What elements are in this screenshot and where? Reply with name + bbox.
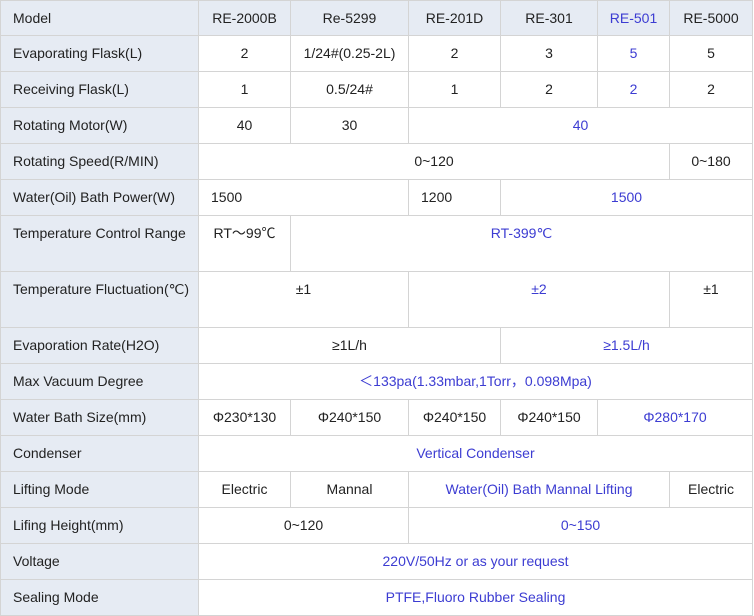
table-cell: RT～99℃ (198, 215, 291, 272)
header-row: Model RE-2000B Re-5299 RE-201D RE-301 RE-501 R… (0, 0, 753, 36)
table-cell: Φ240*150 (290, 399, 409, 436)
table-cell: ±1 (198, 271, 409, 328)
table-cell: ±1 (669, 271, 753, 328)
table-cell: 3 (500, 35, 598, 72)
table-cell: 1 (198, 71, 291, 108)
table-row: Voltage 220V/50Hz or as your request (0, 543, 753, 580)
table-row: Evaporation Rate(H2O) ≥1L/h ≥1.5L/h (0, 327, 753, 364)
table-cell: Φ230*130 (198, 399, 291, 436)
table-cell: Φ240*150 (500, 399, 598, 436)
table-cell: 5 (597, 35, 670, 72)
row-label: Rotating Speed(R/MIN) (0, 143, 199, 180)
table-cell: 1/24#(0.25-2L) (290, 35, 409, 72)
table-row: Lifting Mode Electric Mannal Water(Oil) Bat… (0, 471, 753, 508)
row-label: Voltage (0, 543, 199, 580)
model-header-re-2000b: RE-2000B (198, 0, 291, 36)
row-label: Evaporating Flask(L) (0, 35, 199, 72)
model-header-re-301: RE-301 (500, 0, 598, 36)
table-cell: 40 (198, 107, 291, 144)
model-header-re-5000: RE-5000 (669, 0, 753, 36)
table-cell: 2 (597, 71, 670, 108)
table-cell: Φ280*170 (597, 399, 753, 436)
table-cell: Φ240*150 (408, 399, 501, 436)
table-row: Condenser Vertical Condenser (0, 435, 753, 472)
table-cell: ≥1.5L/h (500, 327, 753, 364)
model-header-re-5299: Re-5299 (290, 0, 409, 36)
table-cell: 220V/50Hz or as your request (198, 543, 753, 580)
table-cell: 0.5/24# (290, 71, 409, 108)
row-label: Receiving Flask(L) (0, 71, 199, 108)
table-cell: Electric (669, 471, 753, 508)
table-cell: 0~120 (198, 143, 670, 180)
model-header-re-201d: RE-201D (408, 0, 501, 36)
table-cell: PTFE,Fluoro Rubber Sealing (198, 579, 753, 616)
table-cell: 0~180 (669, 143, 753, 180)
row-label: Temperature Fluctuation(℃) (0, 271, 199, 328)
table-cell: 30 (290, 107, 409, 144)
table-cell: 1 (408, 71, 501, 108)
table-cell: 2 (408, 35, 501, 72)
table-row: Lifing Height(mm) 0~120 0~150 (0, 507, 753, 544)
model-header-re-501: RE-501 (597, 0, 670, 36)
header-label: Model (0, 0, 199, 36)
table-row: Max Vacuum Degree ＜133pa(1.33mbar,1Torr，0… (0, 363, 753, 400)
table-cell: Vertical Condenser (198, 435, 753, 472)
row-label: Water Bath Size(mm) (0, 399, 199, 436)
table-cell: 2 (500, 71, 598, 108)
table-row: Temperature Control Range RT～99℃ RT-399℃ (0, 215, 753, 272)
table-row: Rotating Motor(W) 40 30 40 (0, 107, 753, 144)
row-label: Max Vacuum Degree (0, 363, 199, 400)
table-row: Evaporating Flask(L) 2 1/24#(0.25-2L) 2 3 5 5 (0, 35, 753, 72)
table-cell: Mannal (290, 471, 409, 508)
row-label: Water(Oil) Bath Power(W) (0, 179, 199, 216)
table-row: Temperature Fluctuation(℃) ±1 ±2 ±1 (0, 271, 753, 328)
row-label: Temperature Control Range (0, 215, 199, 272)
table-cell: 1500 (500, 179, 753, 216)
table-cell: RT-399℃ (290, 215, 753, 272)
table-cell: ＜133pa(1.33mbar,1Torr，0.098Mpa) (198, 363, 753, 400)
table-cell: 2 (198, 35, 291, 72)
row-label: Sealing Mode (0, 579, 199, 616)
table-cell: 0~120 (198, 507, 409, 544)
table-cell: ±2 (408, 271, 670, 328)
table-cell: 5 (669, 35, 753, 72)
row-label: Condenser (0, 435, 199, 472)
row-label: Lifting Mode (0, 471, 199, 508)
table-cell: 1500 (198, 179, 409, 216)
table-row: Water Bath Size(mm) Φ230*130 Φ240*150 Φ240*… (0, 399, 753, 436)
table-cell: 2 (669, 71, 753, 108)
table-cell: 40 (408, 107, 753, 144)
table-cell: 0~150 (408, 507, 753, 544)
table-cell: 1200 (408, 179, 501, 216)
row-label: Lifing Height(mm) (0, 507, 199, 544)
table-row: Sealing Mode PTFE,Fluoro Rubber Sealing (0, 579, 753, 616)
table-row: Receiving Flask(L) 1 0.5/24# 1 2 2 2 (0, 71, 753, 108)
table-cell: ≥1L/h (198, 327, 501, 364)
row-label: Rotating Motor(W) (0, 107, 199, 144)
table-cell: Water(Oil) Bath Mannal Lifting (408, 471, 670, 508)
table-row: Rotating Speed(R/MIN) 0~120 0~180 (0, 143, 753, 180)
table-cell: Electric (198, 471, 291, 508)
table-row: Water(Oil) Bath Power(W) 1500 1200 1500 (0, 179, 753, 216)
row-label: Evaporation Rate(H2O) (0, 327, 199, 364)
